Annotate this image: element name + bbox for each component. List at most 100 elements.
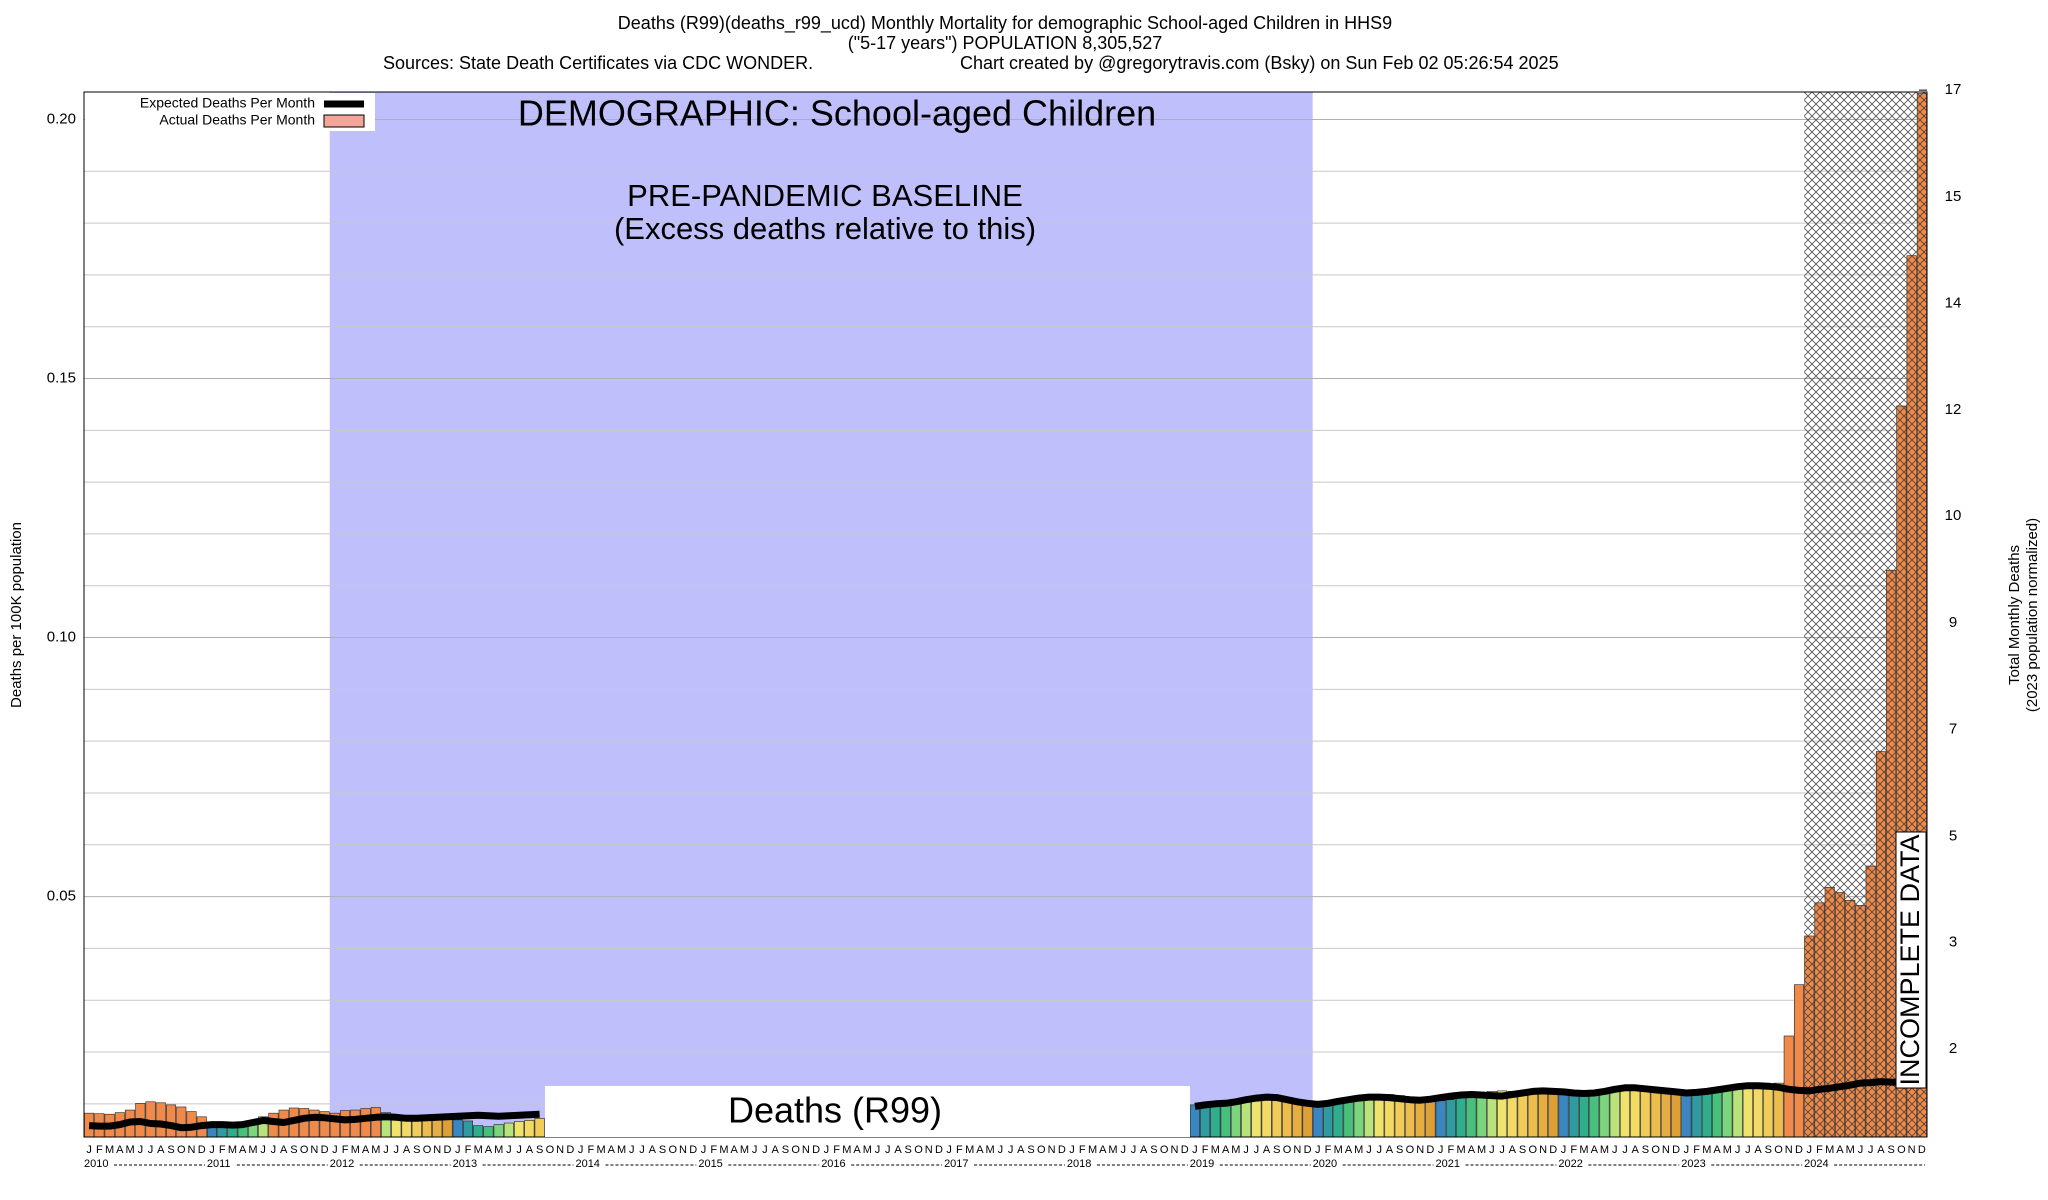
x-tick-label: F <box>956 1144 963 1156</box>
x-tick-label: M <box>719 1144 728 1156</box>
bar <box>1753 1085 1764 1138</box>
bar <box>299 1108 310 1138</box>
x-tick-label: M <box>1702 1144 1711 1156</box>
x-tick-label: D <box>1181 1144 1189 1156</box>
x-tick-label: A <box>976 1144 984 1156</box>
bar <box>1538 1092 1549 1138</box>
x-tick-label: O <box>1160 1144 1169 1156</box>
x-tick-label: J <box>86 1144 92 1156</box>
bar <box>1333 1100 1344 1138</box>
x-tick-label: S <box>1642 1144 1649 1156</box>
y2-tick-label: 9 <box>1949 614 1957 631</box>
x-tick-label: D <box>1918 1144 1926 1156</box>
year-label: 2012 <box>330 1158 354 1170</box>
y2-tick-label: 15 <box>1945 188 1962 205</box>
x-tick-label: A <box>280 1144 288 1156</box>
y2-tick-label: 12 <box>1945 401 1962 418</box>
x-tick-label: F <box>465 1144 472 1156</box>
x-tick-label: J <box>639 1144 645 1156</box>
bar <box>1271 1097 1282 1138</box>
year-label: 2017 <box>944 1158 968 1170</box>
bar <box>442 1118 453 1138</box>
x-tick-label: D <box>1672 1144 1680 1156</box>
x-tick-label: F <box>1570 1144 1577 1156</box>
bar <box>1609 1089 1620 1138</box>
x-tick-label: S <box>659 1144 666 1156</box>
x-tick-label: J <box>1131 1144 1137 1156</box>
x-tick-label: A <box>608 1144 616 1156</box>
year-label: 2011 <box>207 1158 231 1170</box>
x-tick-label: F <box>342 1144 349 1156</box>
x-tick-label: M <box>1825 1144 1834 1156</box>
x-tick-label: M <box>1108 1144 1117 1156</box>
bar <box>1517 1092 1528 1138</box>
x-tick-label: O <box>1406 1144 1415 1156</box>
bar <box>1292 1100 1303 1138</box>
x-tick-label: O <box>1897 1144 1906 1156</box>
legend-label: Actual Deaths Per Month <box>159 112 315 128</box>
x-tick-label: A <box>1017 1144 1025 1156</box>
x-tick-label: D <box>1058 1144 1066 1156</box>
bar <box>1712 1089 1723 1138</box>
x-tick-label: J <box>824 1144 830 1156</box>
x-tick-label: J <box>1858 1144 1864 1156</box>
bar <box>1241 1101 1252 1138</box>
x-tick-label: J <box>1315 1144 1321 1156</box>
x-tick-label: N <box>433 1144 441 1156</box>
x-tick-label: J <box>1254 1144 1260 1156</box>
x-tick-label: M <box>596 1144 605 1156</box>
chart-subtitle: ("5-17 years") POPULATION 8,305,527 <box>848 33 1163 53</box>
bar <box>1189 1104 1200 1138</box>
x-tick-label: S <box>536 1144 543 1156</box>
annotation: PRE-PANDEMIC BASELINE <box>627 178 1023 213</box>
x-tick-label: N <box>1048 1144 1056 1156</box>
y2-tick-label: 3 <box>1949 933 1957 950</box>
x-tick-label: N <box>1539 1144 1547 1156</box>
bar <box>1660 1090 1671 1138</box>
x-tick-label: F <box>96 1144 103 1156</box>
x-tick-label: D <box>444 1144 452 1156</box>
x-tick-label: M <box>228 1144 237 1156</box>
bar <box>1578 1093 1590 1138</box>
bar <box>432 1118 443 1138</box>
x-tick-label: S <box>1765 1144 1772 1156</box>
year-label: 2021 <box>1436 1158 1460 1170</box>
bar <box>1742 1084 1753 1138</box>
y2-axis-label: Total Monthly Deaths <box>2006 545 2023 685</box>
x-tick-label: F <box>1079 1144 1086 1156</box>
x-tick-label: O <box>668 1144 677 1156</box>
x-tick-label: J <box>1807 1144 1813 1156</box>
x-tick-label: N <box>556 1144 564 1156</box>
source: Sources: State Death Certificates via CD… <box>383 53 813 73</box>
x-tick-label: A <box>1713 1144 1721 1156</box>
x-tick-label: J <box>394 1144 400 1156</box>
annotation: DEMOGRAPHIC: School-aged Children <box>518 93 1156 134</box>
bar <box>1619 1086 1630 1138</box>
bar <box>360 1108 371 1138</box>
bar <box>1732 1085 1743 1138</box>
x-tick-label: A <box>1345 1144 1353 1156</box>
x-tick-label: S <box>782 1144 789 1156</box>
x-tick-label: J <box>762 1144 768 1156</box>
year-label: 2022 <box>1558 1158 1582 1170</box>
legend-label: Expected Deaths Per Month <box>140 95 315 111</box>
x-tick-label: J <box>1192 1144 1198 1156</box>
x-tick-label: D <box>321 1144 329 1156</box>
x-tick-label: M <box>1231 1144 1240 1156</box>
x-tick-label: J <box>1120 1144 1126 1156</box>
x-tick-label: M <box>371 1144 380 1156</box>
bar <box>1363 1095 1374 1138</box>
bar <box>1671 1092 1682 1138</box>
x-tick-label: J <box>260 1144 266 1156</box>
x-tick-label: J <box>1008 1144 1014 1156</box>
x-tick-label: J <box>1499 1144 1505 1156</box>
x-tick-label: A <box>1468 1144 1476 1156</box>
y2-tick-label: 7 <box>1949 721 1957 738</box>
x-tick-label: S <box>1150 1144 1157 1156</box>
bar <box>483 1126 494 1138</box>
x-tick-label: N <box>1662 1144 1670 1156</box>
x-tick-label: N <box>1908 1144 1916 1156</box>
x-tick-label: J <box>516 1144 522 1156</box>
x-tick-label: O <box>177 1144 186 1156</box>
